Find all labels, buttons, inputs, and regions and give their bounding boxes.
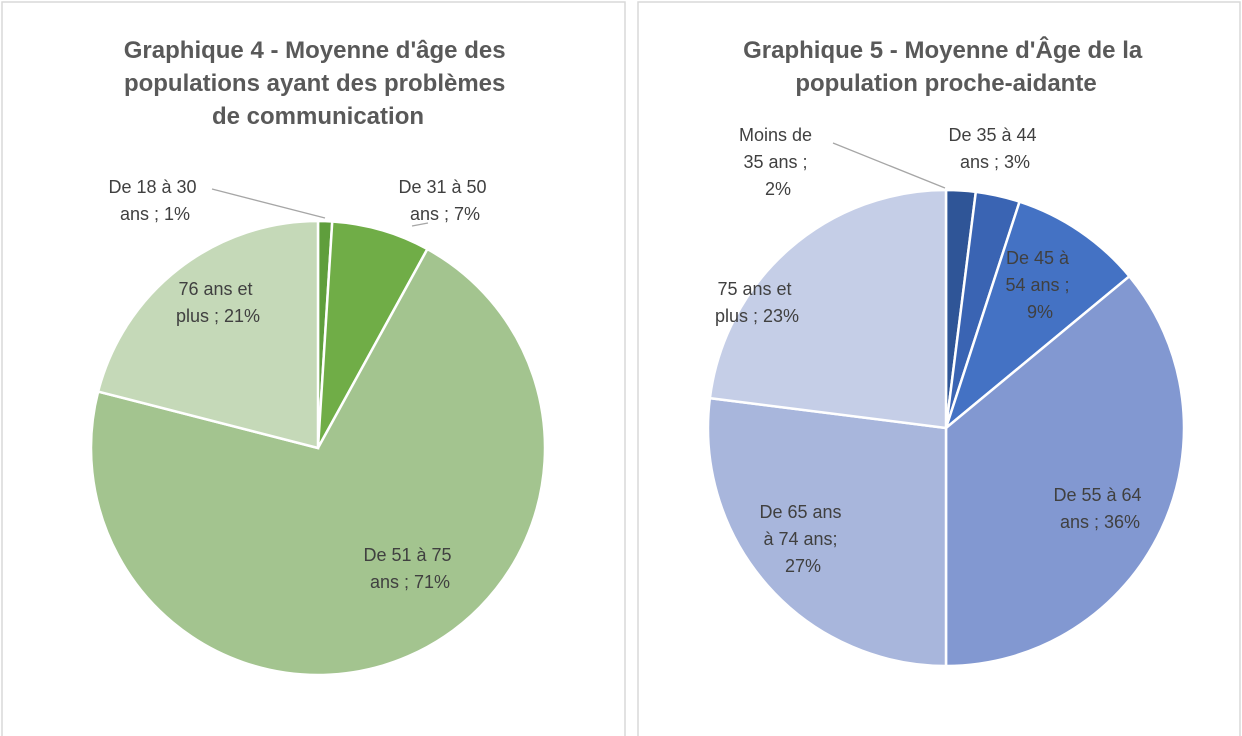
chart-title: Graphique 4 - Moyenne d'âge des populati… xyxy=(124,37,512,130)
pie-slice xyxy=(96,219,320,450)
chart-title: Graphique 5 - Moyenne d'Âge de la popula… xyxy=(743,36,1149,97)
data-label: 76 ans et plus ; 21% xyxy=(176,279,260,326)
data-label: Moins de 35 ans ; 2% xyxy=(739,125,817,199)
data-label: 75 ans et plus ; 23% xyxy=(715,279,799,326)
data-label: De 65 ans à 74 ans; 27% xyxy=(759,502,846,576)
data-label: De 18 à 30 ans ; 1% xyxy=(108,177,201,224)
data-label: De 35 à 44 ans ; 3% xyxy=(948,125,1041,172)
data-label: De 55 à 64 ans ; 36% xyxy=(1053,485,1146,532)
pie-slice xyxy=(943,200,1132,432)
pie-slice xyxy=(706,396,948,668)
pie-slice xyxy=(89,247,547,677)
data-label: De 51 à 75 ans ; 71% xyxy=(363,545,456,592)
leader-line xyxy=(832,142,946,189)
data-label: De 31 à 50 ans ; 7% xyxy=(398,177,491,224)
leader-line xyxy=(211,188,326,219)
pie-slice xyxy=(944,274,1186,668)
leader-line xyxy=(411,222,429,227)
data-label: De 45 à 54 ans ; 9% xyxy=(1005,248,1074,322)
pie-slice xyxy=(708,188,948,430)
